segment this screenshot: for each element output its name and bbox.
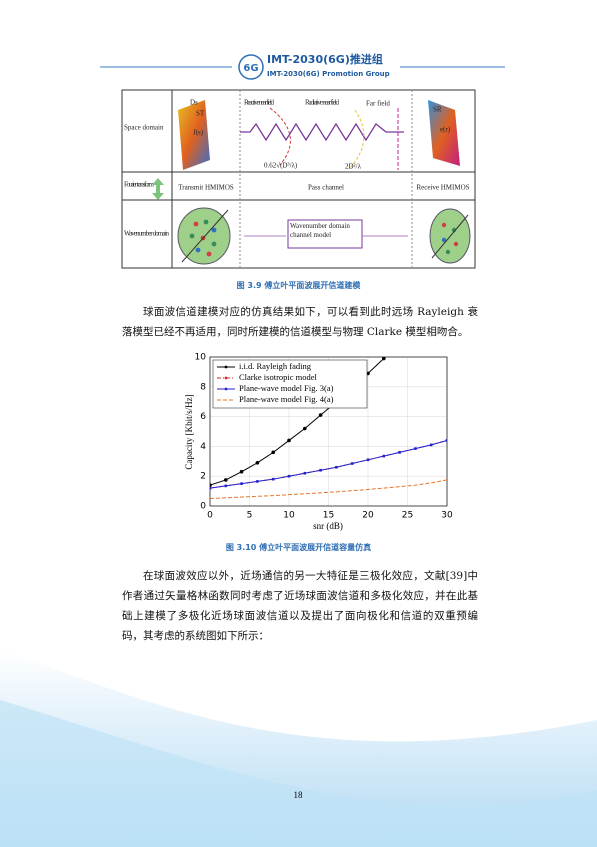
zone-label: Far field [366,100,390,108]
boundary [349,109,365,169]
caption: 图 3.10 傅立叶平面波展开信道容量仿真 [225,543,372,552]
frame [121,89,476,269]
row-label: Space domain [124,124,164,132]
math-label: Ds [190,99,198,107]
column-label: Transmit HMIMOS [178,184,234,192]
math-label: SR [433,106,442,114]
paragraph: 球面波信道建模对应的仿真结果如下，可以看到此时远场 Rayleigh 衰落模型已… [122,306,478,338]
zone-label: Reactive near field [244,99,275,107]
header-subtitle: IMT-2030(6G) Promotion Group [267,70,390,78]
column-label: Receive HMIMOS [416,184,469,192]
row-label: Fourier transform [124,181,155,189]
box [287,219,363,249]
row-label: Wavenumber domain [124,230,170,238]
axis-arrow [431,214,469,259]
wave-decoration [0,700,597,847]
wave [240,122,404,142]
math-label: e(r) [440,126,451,134]
boundary [269,107,291,166]
figure1: Space domain Fourier transform Wavenumbe… [121,89,476,269]
caption: 图 3.9 傅立叶平面波展开信道建模 [236,281,361,290]
logo [238,54,264,80]
column-label: Pass channel [308,184,344,192]
receive-panel [428,100,460,166]
math-label: J(s) [193,129,204,137]
page-number: 18 [294,790,304,800]
axis-arrow [181,209,229,263]
arrow [152,178,164,200]
zone-label: Radiative near field [305,99,340,107]
paragraph: 在球面波效应以外，近场通信的另一大特征是三极化效应，文献[39]中作者通过矢量格… [122,570,478,642]
logo-text: 6G [243,63,258,74]
box-label: Wavenumber domain channel model [290,222,350,239]
dots [189,219,459,257]
header-title: IMT-2030(6G)推进组 [267,52,383,66]
math-label: 2D²/λ [345,163,362,171]
math-label: 0.62√(D³/λ) [264,162,298,170]
transmit-panel [178,100,210,170]
math-label: ST [196,110,205,118]
